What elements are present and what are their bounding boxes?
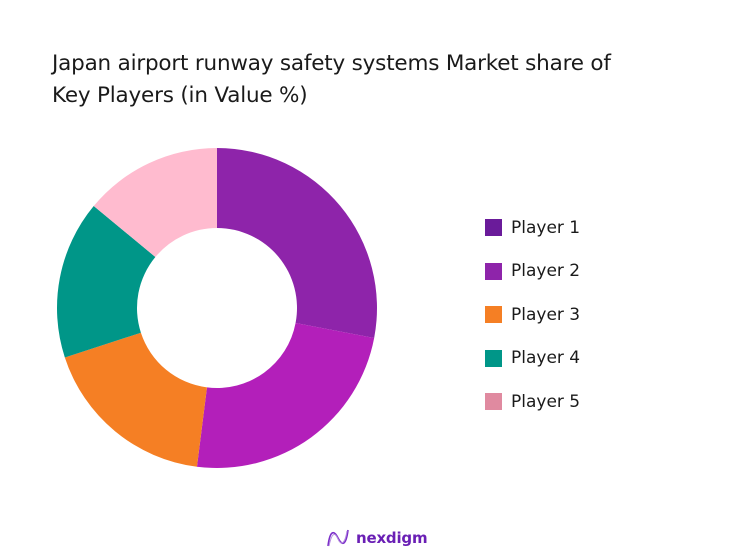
- legend-label: Player 5: [511, 391, 581, 412]
- legend-item-player-4: Player 4: [485, 337, 580, 381]
- legend-label: Player 2: [511, 261, 581, 282]
- legend-item-player-5: Player 5: [485, 380, 580, 424]
- legend: Player 1 Player 2 Player 3 Player 4 Play…: [485, 206, 580, 424]
- nexdigm-logo: nexdigm: [326, 528, 428, 548]
- donut-slice-4: [57, 206, 156, 358]
- donut-slices: [57, 148, 377, 468]
- legend-swatch-icon: [485, 219, 502, 237]
- legend-swatch-icon: [485, 393, 502, 411]
- donut-slice-1: [217, 148, 377, 338]
- chart-title-line2: Key Players (in Value %): [52, 83, 308, 108]
- legend-swatch-icon: [485, 262, 502, 280]
- wave-logo-icon: [327, 529, 349, 547]
- donut-slice-3: [64, 332, 207, 467]
- donut-slice-2: [196, 322, 375, 468]
- legend-item-player-2: Player 2: [485, 250, 580, 294]
- logo-text: nexdigm: [356, 529, 428, 547]
- legend-swatch-icon: [485, 306, 502, 324]
- legend-label: Player 4: [511, 348, 581, 369]
- legend-label: Player 1: [511, 217, 581, 238]
- legend-item-player-1: Player 1: [485, 206, 580, 250]
- chart-title: Japan airport runway safety systems Mark…: [52, 48, 732, 112]
- legend-label: Player 3: [511, 304, 581, 325]
- legend-item-player-3: Player 3: [485, 293, 580, 337]
- chart-title-line1: Japan airport runway safety systems Mark…: [52, 51, 611, 76]
- donut-slice-5: [93, 148, 217, 258]
- legend-swatch-icon: [485, 349, 502, 367]
